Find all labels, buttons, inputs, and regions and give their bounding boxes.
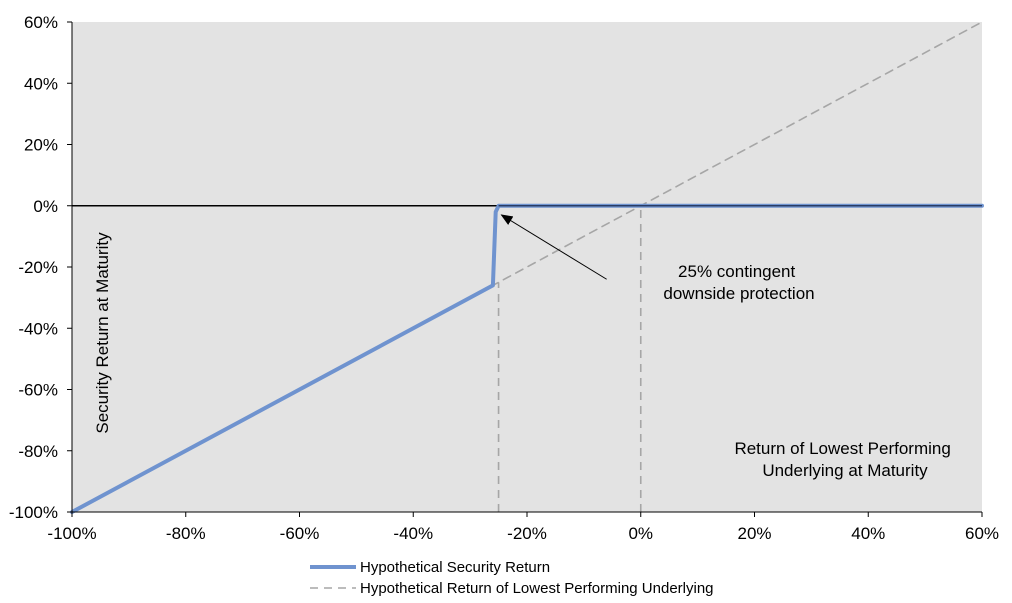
annotation-arrow (500, 214, 607, 280)
y-tick-label: 0% (33, 197, 58, 216)
series-layer (70, 21, 984, 514)
legend-label-security: Hypothetical Security Return (360, 559, 550, 576)
x-tick-label: 0% (628, 524, 653, 543)
y-tick-label: -100% (9, 503, 58, 522)
x-tick-label: -20% (507, 524, 547, 543)
y-tick-label: 40% (24, 74, 58, 93)
legend: Hypothetical Security Return Hypothetica… (310, 559, 714, 597)
x-tick-label: -40% (393, 524, 433, 543)
y-tick-label: -20% (18, 258, 58, 277)
x-tick-label: -100% (47, 524, 96, 543)
x-axis-label-line-2: Underlying at Maturity (762, 461, 928, 480)
x-axis-label-line-1: Return of Lowest Performing (734, 439, 950, 458)
y-tick-label: 60% (24, 13, 58, 32)
annotation-text-line-2: downside protection (663, 284, 814, 303)
y-tick-label: 20% (24, 136, 58, 155)
y-tick-labels: 60% 40% 20% 0% -20% -40% -60% -80% -100% (9, 13, 72, 522)
y-tick-label: -60% (18, 381, 58, 400)
y-tick-label: -40% (18, 319, 58, 338)
x-tick-label: -60% (280, 524, 320, 543)
annotation-text: 25% contingent downside protection (663, 262, 814, 303)
x-axis-label: Return of Lowest Performing Underlying a… (734, 439, 955, 480)
x-tick-labels: -100% -80% -60% -40% -20% 0% 20% 40% 60% (47, 512, 999, 543)
legend-label-underlying: Hypothetical Return of Lowest Performing… (360, 580, 714, 597)
annotation-text-line-1: 25% contingent (678, 262, 795, 281)
protection-annotation: 25% contingent downside protection (500, 214, 815, 303)
x-tick-label: 20% (737, 524, 771, 543)
x-tick-label: 60% (965, 524, 999, 543)
x-tick-label: -80% (166, 524, 206, 543)
y-tick-label: -80% (18, 442, 58, 461)
y-axis-label: Security Return at Maturity (93, 232, 112, 434)
x-tick-label: 40% (851, 524, 885, 543)
